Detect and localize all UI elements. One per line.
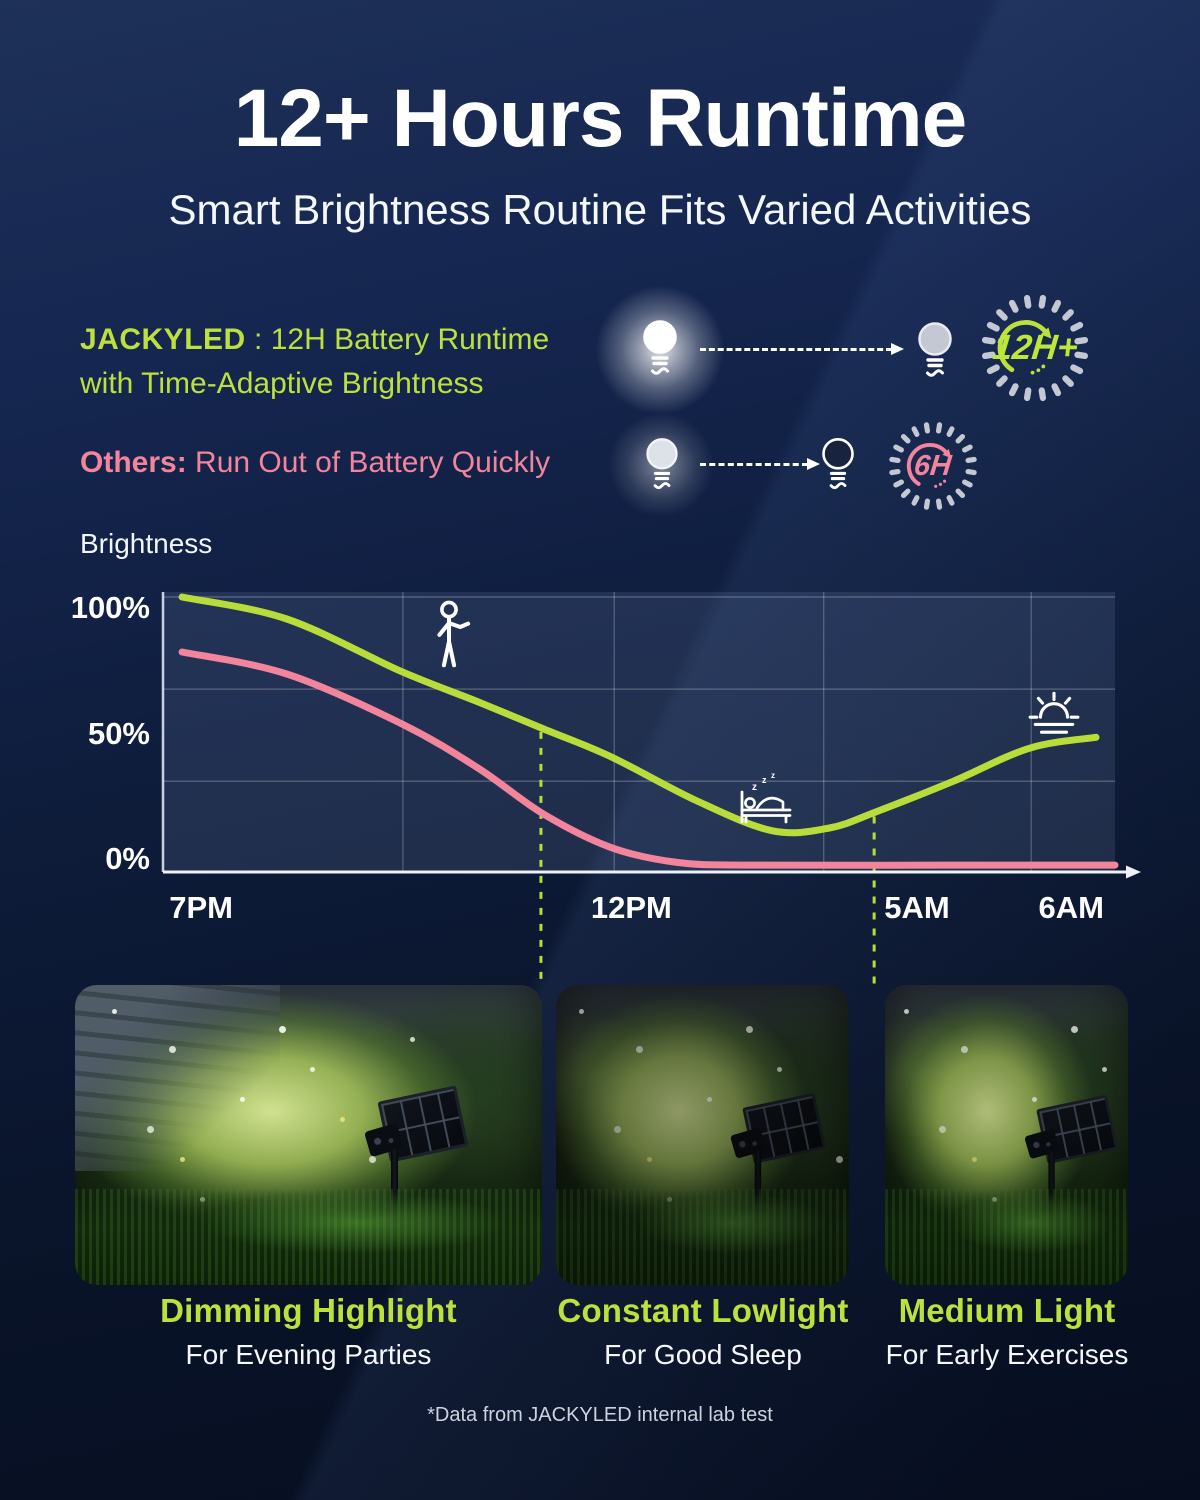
- bright-bulb-icon: [643, 320, 677, 375]
- page-subtitle: Smart Brightness Routine Fits Varied Act…: [168, 186, 1032, 233]
- svg-text:6AM: 6AM: [1038, 890, 1103, 925]
- scene-caption-1: Dimming Highlight For Evening Parties: [75, 1292, 542, 1371]
- badge-6h-label: 6H: [912, 449, 954, 482]
- scene-subtitle: For Good Sleep: [604, 1339, 802, 1370]
- scene-photo-early-exercises: [885, 985, 1128, 1285]
- dead-bulb-icon: [822, 437, 854, 490]
- jackyled-claim-line1: 12H Battery Runtime: [270, 323, 550, 356]
- weak-bulb-icon: [646, 438, 678, 490]
- svg-text:0%: 0%: [105, 841, 150, 876]
- svg-text:50%: 50%: [88, 716, 150, 751]
- svg-text:5AM: 5AM: [884, 890, 949, 925]
- jackyled-claim: JACKYLED : 12H Battery Runtime with Time…: [80, 318, 640, 406]
- svg-text:100%: 100%: [71, 590, 150, 625]
- brand-separator: :: [245, 323, 271, 356]
- scene-subtitle: For Evening Parties: [185, 1339, 432, 1370]
- jackyled-claim-line2: with Time-Adaptive Brightness: [80, 367, 484, 400]
- dimmed-bulb-icon: [918, 322, 952, 377]
- fade-arrow-others: [700, 458, 820, 470]
- chart-title: Brightness: [80, 528, 213, 559]
- clock-ticks-icon: [981, 294, 1089, 402]
- sunrise-icon: [1027, 689, 1081, 737]
- brand-name: JACKYLED: [80, 323, 246, 356]
- svg-text:z: z: [771, 771, 775, 780]
- light-pole: [754, 1151, 762, 1255]
- data-source-footnote: *Data from JACKYLED internal lab test: [427, 1404, 773, 1426]
- scene-title: Dimming Highlight: [160, 1292, 457, 1329]
- others-claim: Others: Run Out of Battery Quickly: [80, 446, 640, 480]
- sleeping-bed-icon: z z z: [733, 770, 803, 826]
- 12h-runtime-badge: 12H+: [978, 291, 1092, 405]
- solar-spotlight: [363, 1085, 485, 1263]
- svg-text:12PM: 12PM: [591, 890, 672, 925]
- scene-caption-2: Constant Lowlight For Good Sleep: [543, 1292, 863, 1371]
- 6h-runtime-badge: 6H: [886, 419, 980, 513]
- scene-photo-evening-parties: [75, 985, 542, 1285]
- flower-dots: [112, 1009, 118, 1014]
- light-pole: [1048, 1151, 1055, 1253]
- walking-person-icon: [423, 600, 475, 672]
- flower-dots: [579, 1009, 585, 1014]
- page-title: 12+ Hours Runtime: [233, 73, 968, 164]
- badge-12h-label: 12H+: [990, 328, 1080, 367]
- svg-text:z: z: [752, 782, 757, 793]
- svg-text:z: z: [762, 775, 767, 785]
- light-pole: [390, 1149, 398, 1261]
- scene-title: Constant Lowlight: [557, 1292, 849, 1329]
- others-claim-text: Run Out of Battery Quickly: [186, 446, 551, 479]
- fade-arrow-jackyled: [700, 343, 904, 355]
- svg-text:7PM: 7PM: [169, 890, 233, 925]
- solar-spotlight: [1023, 1094, 1128, 1255]
- scene-title: Medium Light: [898, 1292, 1116, 1329]
- clock-ticks-icon: [889, 422, 977, 510]
- scene-subtitle: For Early Exercises: [885, 1339, 1129, 1370]
- scene-photo-good-sleep: [556, 985, 849, 1285]
- flower-dots: [904, 1009, 910, 1014]
- others-label: Others:: [80, 446, 187, 479]
- scene-caption-3: Medium Light For Early Exercises: [874, 1292, 1140, 1371]
- solar-spotlight: [729, 1092, 841, 1256]
